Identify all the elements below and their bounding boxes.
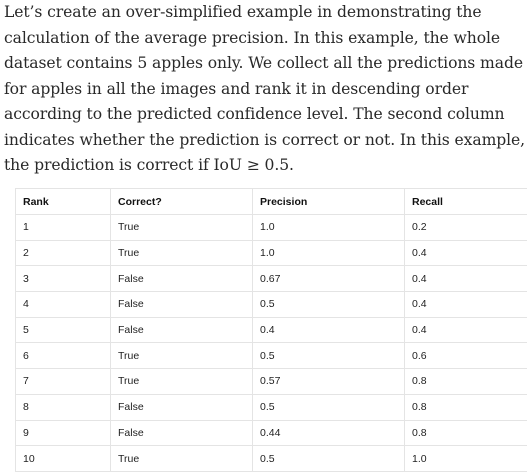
cell-precision: 0.67 [252, 265, 405, 293]
cell-rank: 3 [15, 265, 111, 293]
intro-paragraph: Let’s create an over-simplified example … [4, 3, 526, 174]
table-row: 9 False 0.44 0.8 [15, 419, 527, 447]
cell-rank: 6 [15, 342, 111, 370]
cell-recall: 0.6 [404, 342, 527, 370]
table-row: 4 False 0.5 0.4 [15, 291, 527, 318]
cell-rank: 4 [15, 291, 111, 318]
cell-recall: 0.4 [404, 265, 527, 293]
cell-rank: 7 [15, 368, 111, 395]
table-row: 1 True 1.0 0.2 [15, 214, 527, 241]
table-row: 6 True 0.5 0.6 [15, 342, 527, 370]
cell-correct: False [110, 393, 253, 421]
cell-recall: 1.0 [404, 445, 527, 472]
header-rank: Rank [15, 188, 111, 215]
cell-recall: 0.8 [404, 368, 527, 395]
cell-correct: False [110, 291, 253, 318]
cell-precision: 0.5 [252, 342, 405, 370]
table-row: 10 True 0.5 1.0 [15, 445, 527, 472]
cell-recall: 0.4 [404, 316, 527, 344]
cell-correct: True [110, 445, 253, 472]
cell-rank: 1 [15, 214, 111, 241]
results-table-container: Rank Correct? Precision Recall 1 True 1.… [15, 188, 527, 473]
cell-rank: 10 [15, 445, 111, 472]
header-precision: Precision [252, 188, 405, 215]
cell-precision: 0.5 [252, 393, 405, 421]
cell-rank: 2 [15, 239, 111, 267]
header-correct: Correct? [110, 188, 253, 215]
cell-precision: 0.5 [252, 445, 405, 472]
cell-recall: 0.8 [404, 419, 527, 447]
table-header-row: Rank Correct? Precision Recall [15, 188, 527, 215]
table-row: 2 True 1.0 0.4 [15, 239, 527, 267]
results-table: Rank Correct? Precision Recall 1 True 1.… [15, 188, 527, 472]
table-row: 8 False 0.5 0.8 [15, 393, 527, 421]
cell-correct: True [110, 214, 253, 241]
cell-precision: 1.0 [252, 214, 405, 241]
cell-rank: 9 [15, 419, 111, 447]
cell-correct: False [110, 265, 253, 293]
table-row: 3 False 0.67 0.4 [15, 265, 527, 293]
cell-recall: 0.8 [404, 393, 527, 421]
cell-precision: 0.44 [252, 419, 405, 447]
table-row: 5 False 0.4 0.4 [15, 316, 527, 344]
table-row: 7 True 0.57 0.8 [15, 368, 527, 395]
cell-correct: False [110, 316, 253, 344]
cell-precision: 0.5 [252, 291, 405, 318]
cell-correct: True [110, 368, 253, 395]
cell-correct: True [110, 342, 253, 370]
header-recall: Recall [404, 188, 527, 215]
cell-recall: 0.4 [404, 239, 527, 267]
cell-precision: 0.4 [252, 316, 405, 344]
cell-precision: 1.0 [252, 239, 405, 267]
cell-rank: 8 [15, 393, 111, 421]
cell-precision: 0.57 [252, 368, 405, 395]
cell-rank: 5 [15, 316, 111, 344]
cell-recall: 0.4 [404, 291, 527, 318]
cell-correct: True [110, 239, 253, 267]
cell-correct: False [110, 419, 253, 447]
cell-recall: 0.2 [404, 214, 527, 241]
